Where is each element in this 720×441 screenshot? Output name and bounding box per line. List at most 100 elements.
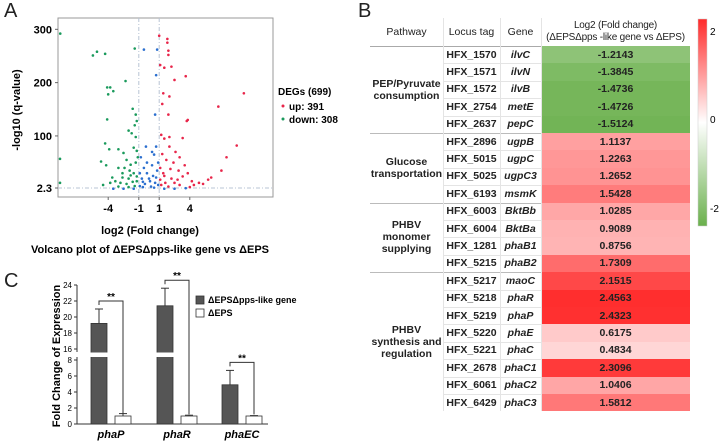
row-divider bbox=[370, 272, 541, 274]
volcano-point-down bbox=[103, 142, 107, 145]
fold-change-cell: -1.2143 bbox=[541, 46, 690, 64]
volcano-point-ns bbox=[132, 187, 135, 190]
volcano-point-down bbox=[135, 119, 139, 123]
volcano-point-down bbox=[131, 107, 134, 111]
volcano-point-up bbox=[242, 91, 246, 95]
locus-tag-cell: HFX_5218 bbox=[446, 292, 497, 305]
volcano-point-up bbox=[164, 181, 167, 185]
gene-cell: ilvB bbox=[510, 83, 531, 96]
volcano-point-ns bbox=[152, 153, 156, 156]
volcano-point-ns bbox=[153, 181, 157, 185]
volcano-point-ns bbox=[144, 145, 148, 148]
volcano-point-up bbox=[169, 167, 172, 171]
pathway-label: PHBV bbox=[391, 323, 422, 336]
volcano-point-down bbox=[133, 123, 137, 127]
volcano-title: Volcano plot of ΔEPSΔpps-like gene vs ΔE… bbox=[31, 244, 269, 256]
volcano-point-down bbox=[108, 86, 112, 89]
y-tick-label: 200 bbox=[34, 78, 52, 90]
legend-label: down: 308 bbox=[289, 115, 338, 126]
volcano-point-up bbox=[167, 113, 170, 116]
y-tick-label: 0 bbox=[68, 420, 73, 429]
volcano-point-ns bbox=[139, 155, 143, 159]
row-divider bbox=[443, 237, 541, 239]
volcano-point-ns bbox=[155, 169, 159, 172]
volcano-point-down bbox=[58, 157, 62, 161]
volcano-point-down bbox=[117, 166, 120, 170]
volcano-point-down bbox=[132, 171, 135, 175]
pathway-label: transportation bbox=[370, 167, 443, 180]
significance-bracket bbox=[164, 279, 190, 415]
volcano-point-ns bbox=[148, 179, 152, 183]
volcano-point-up bbox=[158, 178, 162, 181]
gene-cell: ugpB bbox=[507, 135, 534, 148]
volcano-point-down bbox=[133, 47, 137, 50]
x-tick-label: 4 bbox=[187, 203, 194, 215]
row-divider bbox=[443, 341, 541, 343]
volcano-point-up bbox=[177, 169, 180, 172]
volcano-point-up bbox=[201, 182, 205, 186]
volcano-point-ns bbox=[147, 177, 151, 180]
fold-change-cell: 1.5428 bbox=[541, 185, 690, 203]
volcano-point-ns bbox=[145, 171, 149, 175]
significance-bracket bbox=[98, 300, 124, 415]
volcano-point-up bbox=[188, 185, 192, 189]
panel-label-a: A bbox=[4, 0, 18, 22]
volcano-point-down bbox=[58, 181, 62, 185]
volcano-point-up bbox=[166, 41, 169, 44]
header-line: (ΔEPSΔpps -like gene vs ΔEPS) bbox=[546, 32, 685, 43]
volcano-point-down bbox=[112, 89, 115, 93]
locus-tag-cell: HFX_2678 bbox=[446, 361, 497, 374]
volcano-point-ns bbox=[154, 176, 158, 179]
volcano-point-down bbox=[108, 181, 112, 185]
pathway-cell: PHBV synthesis and regulation bbox=[370, 272, 443, 411]
legend-swatch bbox=[195, 308, 205, 318]
fold-change-cell: -1.4726 bbox=[541, 98, 690, 116]
pathway-label: synthesis and bbox=[371, 335, 442, 348]
locus-tag-cell: HFX_2754 bbox=[446, 100, 497, 113]
locus-tag-cell: HFX_6061 bbox=[446, 379, 497, 392]
volcano-point-down bbox=[103, 52, 107, 56]
volcano-point-up bbox=[183, 163, 186, 167]
volcano-point-up bbox=[181, 175, 184, 178]
volcano-point-up bbox=[217, 105, 220, 108]
volcano-point-down bbox=[136, 155, 140, 159]
volcano-point-down bbox=[132, 146, 135, 149]
volcano-point-up bbox=[172, 161, 175, 164]
volcano-point-up bbox=[160, 152, 164, 156]
fold-change-cell: -1.4736 bbox=[541, 80, 690, 99]
volcano-point-down bbox=[130, 131, 133, 135]
volcano-point-down bbox=[58, 32, 62, 35]
volcano-point-up bbox=[167, 49, 170, 52]
y-tick-label: 16 bbox=[63, 345, 72, 354]
fold-change-cell: 2.1515 bbox=[541, 272, 690, 290]
locus-tag-cell: HFX_5220 bbox=[446, 327, 497, 340]
volcano-point-up bbox=[166, 37, 169, 41]
row-divider bbox=[443, 150, 541, 152]
volcano-point-ns bbox=[138, 184, 142, 188]
volcano-point-down bbox=[135, 175, 139, 178]
volcano-point-up bbox=[235, 144, 239, 147]
locus-tag-cell: HFX_1570 bbox=[446, 48, 497, 61]
x-axis-label: log2 (Fold change) bbox=[101, 225, 199, 237]
volcano-point-down bbox=[101, 183, 105, 187]
header-line: Log2 (Fold change) bbox=[573, 20, 658, 31]
y-tick-label: 22 bbox=[63, 297, 72, 306]
volcano-point-up bbox=[174, 150, 177, 154]
y-tick-label: 4 bbox=[68, 388, 73, 397]
volcano-point-down bbox=[110, 176, 114, 179]
x-tick-label: -1 bbox=[134, 203, 144, 215]
fold-change-cell: -1.5124 bbox=[541, 115, 690, 133]
bar-phaP-0 bbox=[90, 322, 108, 425]
pathway-cell: Glucose transportation bbox=[370, 133, 443, 203]
panel-label-b: B bbox=[358, 0, 372, 22]
volcano-point-down bbox=[129, 174, 132, 177]
header-gene: Gene bbox=[507, 26, 534, 38]
volcano-point-up bbox=[163, 66, 166, 70]
row-divider bbox=[443, 80, 541, 82]
fold-change-cell: 1.5812 bbox=[541, 394, 690, 412]
fold-change-cell: 2.3096 bbox=[541, 359, 690, 377]
fold-change-cell: 2.4563 bbox=[541, 289, 690, 307]
volcano-point-up bbox=[178, 155, 181, 159]
gene-cell: phaB1 bbox=[504, 240, 537, 253]
